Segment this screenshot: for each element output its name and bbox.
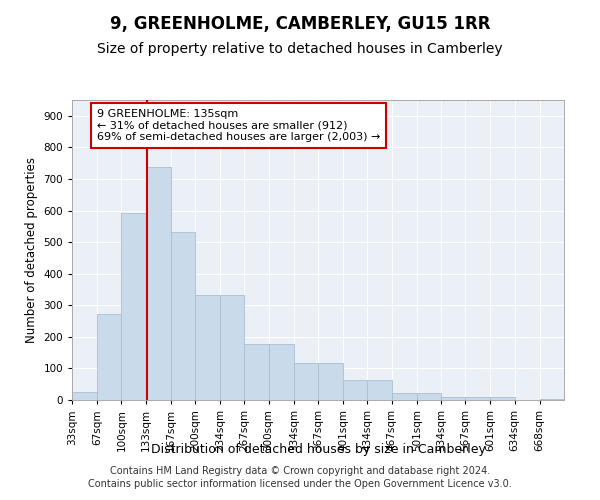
Bar [466, 398, 490, 400]
Bar [146, 167, 170, 400]
Bar [97, 314, 121, 400]
Bar [392, 392, 416, 400]
Bar [121, 212, 146, 400]
Bar [318, 362, 343, 400]
Text: 9 GREENHOLME: 135sqm
← 31% of detached houses are smaller (912)
69% of semi-deta: 9 GREENHOLME: 135sqm ← 31% of detached h… [97, 109, 380, 142]
Bar [195, 295, 220, 400]
Text: Distribution of detached houses by size in Camberley: Distribution of detached houses by size … [151, 442, 485, 456]
Text: Size of property relative to detached houses in Camberley: Size of property relative to detached ho… [97, 42, 503, 56]
Bar [441, 398, 466, 400]
Bar [220, 295, 244, 400]
Bar [170, 232, 195, 400]
Text: Contains HM Land Registry data © Crown copyright and database right 2024.: Contains HM Land Registry data © Crown c… [110, 466, 490, 476]
Text: 9, GREENHOLME, CAMBERLEY, GU15 1RR: 9, GREENHOLME, CAMBERLEY, GU15 1RR [110, 15, 490, 33]
Bar [367, 380, 392, 400]
Bar [244, 344, 269, 400]
Bar [293, 362, 318, 400]
Bar [416, 392, 441, 400]
Bar [72, 392, 97, 400]
Bar [269, 344, 293, 400]
Bar [539, 398, 564, 400]
Y-axis label: Number of detached properties: Number of detached properties [25, 157, 38, 343]
Bar [343, 380, 367, 400]
Text: Contains public sector information licensed under the Open Government Licence v3: Contains public sector information licen… [88, 479, 512, 489]
Bar [490, 398, 515, 400]
